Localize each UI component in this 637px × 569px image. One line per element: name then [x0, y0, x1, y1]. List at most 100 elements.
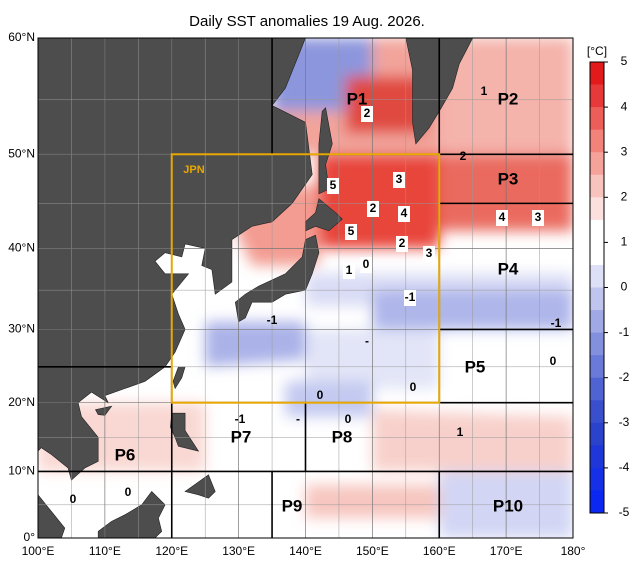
contour-label-bg	[396, 236, 408, 252]
region-boxes	[38, 38, 573, 538]
contour-label: 2	[364, 106, 371, 120]
colorbar-tick-label: -2	[619, 370, 630, 384]
colorbar-tick-label: -5	[619, 505, 630, 519]
contour-label: 0	[550, 354, 557, 368]
contour-label: 5	[348, 224, 355, 238]
x-tick-label: 180°	[561, 544, 586, 558]
colorbar-tick-label: 2	[621, 189, 628, 203]
colorbar-swatch	[590, 332, 604, 356]
y-tick-label: 10°N	[8, 464, 35, 478]
colorbar-tick-label: 4	[621, 99, 628, 113]
plot-frame	[37, 37, 574, 539]
colorbar-swatch	[590, 355, 604, 379]
colorbar-swatch	[590, 377, 604, 401]
region-label: P7	[231, 427, 252, 446]
contour-label: 2	[399, 236, 406, 250]
contour-label: 0	[317, 388, 324, 402]
contour-label-bg	[343, 263, 355, 279]
contour-label: -	[296, 412, 300, 426]
contour-label-bg	[360, 257, 372, 273]
region-label: P8	[332, 427, 353, 446]
contour-label: 1	[346, 263, 353, 277]
contour-label: -1	[267, 313, 278, 327]
contour-label: 0	[363, 257, 370, 271]
contour-label-bg	[496, 210, 508, 226]
colorbar-tick-label: -3	[619, 415, 630, 429]
region-label: P10	[493, 496, 523, 515]
colorbar-tick-label: -1	[619, 325, 630, 339]
contour-label-bg	[345, 224, 357, 240]
landmass	[38, 494, 66, 538]
colorbar-unit: [°C]	[587, 44, 607, 58]
region-label: P1	[347, 89, 368, 108]
jpn-label: JPN	[183, 164, 204, 176]
contour-label: 0	[345, 412, 352, 426]
contour-label-bg	[361, 106, 373, 122]
x-tick-label: 110°E	[89, 544, 121, 558]
title: Daily SST anomalies 19 Aug. 2026.	[189, 13, 425, 30]
contour-label: 3	[396, 172, 403, 186]
anomaly-patch	[318, 154, 440, 249]
y-tick-label: 0°	[24, 530, 36, 544]
colorbar-tick-label: 1	[621, 235, 628, 249]
colorbar-swatch	[590, 174, 604, 198]
y-tick-label: 50°N	[8, 146, 35, 160]
colorbar-swatch	[590, 62, 604, 86]
contour-label-bg	[327, 178, 339, 194]
colorbar-swatch	[590, 467, 604, 491]
y-tick-label: 60°N	[8, 30, 35, 44]
colorbar-swatch	[590, 445, 604, 469]
contour-label: 2	[370, 201, 377, 215]
colorbar-swatch	[590, 84, 604, 108]
colorbar-swatch	[590, 219, 604, 243]
colorbar-swatch	[590, 197, 604, 221]
contour-label: 4	[401, 206, 408, 220]
colorbar-swatch	[590, 264, 604, 288]
colorbar-swatch	[590, 129, 604, 153]
contour-label: -1	[235, 412, 246, 426]
contour-label-bg	[404, 290, 416, 306]
colorbar-swatch	[590, 287, 604, 311]
contour-label-bg	[367, 201, 379, 217]
contour-label: 2	[460, 149, 467, 163]
x-tick-label: 170°E	[490, 544, 523, 558]
contour-label: 4	[499, 210, 506, 224]
colorbar-swatch	[590, 107, 604, 131]
contour-label: 0	[70, 492, 77, 506]
colorbar-tick-label: -4	[619, 460, 630, 474]
landmass	[184, 474, 216, 499]
contour-label: 3	[535, 210, 542, 224]
anomaly-patch	[285, 381, 373, 417]
y-tick-label: 30°N	[8, 322, 35, 336]
contour-label-bg	[398, 206, 410, 222]
region-label: P9	[282, 496, 303, 515]
region-label: P3	[498, 169, 519, 188]
x-tick-label: 120°E	[155, 544, 188, 558]
colorbar-swatch	[590, 400, 604, 424]
landmass	[38, 38, 313, 481]
contour-label: -1	[551, 316, 562, 330]
anomaly-patch	[305, 484, 473, 519]
colorbar-swatch	[590, 422, 604, 446]
contour-label-bg	[423, 246, 435, 262]
contour-label: 5	[330, 178, 337, 192]
colorbar-swatch	[590, 490, 604, 514]
colorbar-tick-label: 5	[621, 54, 628, 68]
region-label: P2	[498, 89, 519, 108]
colorbar-swatch	[590, 152, 604, 176]
contour-label: 3	[426, 246, 433, 260]
region-label: P5	[465, 357, 486, 376]
contour-label: -	[365, 334, 369, 348]
x-tick-label: 100°E	[22, 544, 55, 558]
contour-label: -1	[405, 290, 416, 304]
jpn-box	[170, 153, 441, 404]
anomaly-patch	[205, 321, 306, 367]
colorbar-tick-label: 0	[621, 280, 628, 294]
region-label: P4	[498, 259, 519, 278]
contour-label: 1	[457, 425, 464, 439]
land	[38, 38, 474, 538]
contour-label: 1	[481, 84, 488, 98]
colorbar-tick-label: 3	[621, 144, 628, 158]
contour-label: 0	[410, 380, 417, 394]
